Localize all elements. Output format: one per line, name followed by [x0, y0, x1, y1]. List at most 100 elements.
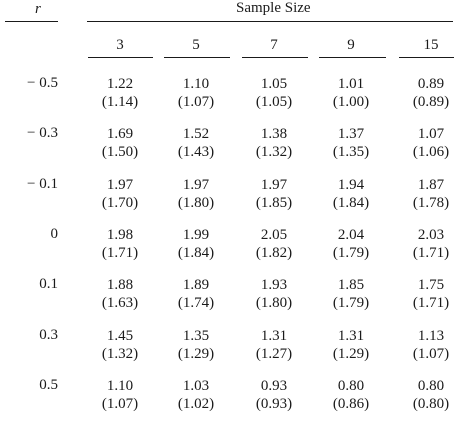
table-cell: 1.97 (1.70): [87, 176, 153, 212]
rule-under-col-15: [399, 57, 454, 58]
cell-paren-value: (1.29): [332, 346, 370, 362]
cell-value: 1.01: [337, 76, 365, 92]
cell-paren-value: (1.02): [177, 396, 215, 412]
cell-value: 1.52: [182, 126, 210, 142]
table-cell: 1.88 (1.63): [87, 276, 153, 312]
table-cell: 1.05 (1.05): [241, 75, 307, 111]
cell-value: 1.75: [417, 277, 445, 293]
cell-paren-value: (1.84): [332, 195, 370, 211]
table-cell: 1.31 (1.27): [241, 327, 307, 363]
cell-paren-value: (1.71): [412, 245, 450, 261]
cell-value: 1.98: [106, 227, 134, 243]
cell-paren-value: (1.06): [412, 144, 450, 160]
cell-value: 1.13: [417, 328, 445, 344]
table-cell: 1.98 (1.71): [87, 226, 153, 262]
cell-value: 1.31: [260, 328, 288, 344]
cell-value: 1.69: [106, 126, 134, 142]
col-header-7: 7: [270, 37, 278, 53]
cell-value: 1.93: [260, 277, 288, 293]
table-cell: 0.80 (0.80): [398, 377, 464, 413]
col-header-9: 9: [347, 37, 355, 53]
table-cell: 1.31 (1.29): [318, 327, 384, 363]
table-cell: 1.07 (1.06): [398, 125, 464, 161]
cell-paren-value: (1.29): [177, 346, 215, 362]
cell-value: 1.07: [417, 126, 445, 142]
cell-paren-value: (1.32): [255, 144, 293, 160]
cell-value: 1.05: [260, 76, 288, 92]
cell-paren-value: (1.71): [412, 295, 450, 311]
cell-value: 1.99: [182, 227, 210, 243]
row-label: − 0.1: [27, 176, 58, 192]
table-cell: 1.87 (1.78): [398, 176, 464, 212]
cell-paren-value: (1.85): [255, 195, 293, 211]
rule-under-col-7: [242, 57, 308, 58]
table-cell: 1.03 (1.02): [163, 377, 229, 413]
cell-value: 2.05: [260, 227, 288, 243]
cell-paren-value: (1.70): [101, 195, 139, 211]
cell-value: 1.10: [106, 378, 134, 394]
rule-under-sample-size: [87, 21, 453, 22]
cell-paren-value: (1.14): [101, 94, 139, 110]
table-cell: 1.22 (1.14): [87, 75, 153, 111]
table-cell: 1.85 (1.79): [318, 276, 384, 312]
row-label: 0: [50, 226, 59, 242]
cell-paren-value: (1.63): [101, 295, 139, 311]
col-header-3: 3: [116, 37, 124, 53]
cell-value: 2.04: [337, 227, 365, 243]
cell-paren-value: (1.84): [177, 245, 215, 261]
cell-paren-value: (1.35): [332, 144, 370, 160]
cell-value: 0.89: [417, 76, 445, 92]
table-cell: 0.93 (0.93): [241, 377, 307, 413]
cell-paren-value: (0.80): [412, 396, 450, 412]
cell-value: 1.22: [106, 76, 134, 92]
row-label: 0.1: [39, 276, 58, 292]
table-cell: 1.94 (1.84): [318, 176, 384, 212]
rule-under-col-3: [88, 57, 153, 58]
cell-paren-value: (1.43): [177, 144, 215, 160]
row-label: 0.3: [39, 327, 58, 343]
cell-paren-value: (1.79): [332, 245, 370, 261]
cell-value: 1.97: [106, 177, 134, 193]
table-cell: 1.99 (1.84): [163, 226, 229, 262]
cell-value: 0.80: [337, 378, 365, 394]
table-cell: 1.13 (1.07): [398, 327, 464, 363]
table-cell: 1.52 (1.43): [163, 125, 229, 161]
row-label: 0.5: [39, 377, 58, 393]
cell-paren-value: (1.00): [332, 94, 370, 110]
cell-value: 1.88: [106, 277, 134, 293]
table-cell: 2.05 (1.82): [241, 226, 307, 262]
table-cell: 1.97 (1.80): [163, 176, 229, 212]
cell-paren-value: (1.80): [177, 195, 215, 211]
cell-value: 1.45: [106, 328, 134, 344]
col-header-5: 5: [192, 37, 200, 53]
rule-under-col-5: [164, 57, 230, 58]
cell-value: 1.94: [337, 177, 365, 193]
col-header-15: 15: [423, 37, 439, 53]
cell-value: 1.35: [182, 328, 210, 344]
cell-paren-value: (1.50): [101, 144, 139, 160]
cell-value: 1.03: [182, 378, 210, 394]
cell-value: 0.80: [417, 378, 445, 394]
cell-paren-value: (1.78): [412, 195, 450, 211]
rule-under-r: [5, 21, 58, 22]
cell-value: 1.31: [337, 328, 365, 344]
cell-paren-value: (1.07): [101, 396, 139, 412]
table-cell: 1.35 (1.29): [163, 327, 229, 363]
cell-paren-value: (1.05): [255, 94, 293, 110]
cell-paren-value: (0.93): [255, 396, 293, 412]
row-label: − 0.5: [27, 75, 58, 91]
row-label: − 0.3: [27, 125, 58, 141]
table-cell: 1.75 (1.71): [398, 276, 464, 312]
cell-paren-value: (0.89): [412, 94, 450, 110]
table-cell: 1.10 (1.07): [87, 377, 153, 413]
cell-paren-value: (1.82): [255, 245, 293, 261]
table-cell: 0.80 (0.86): [318, 377, 384, 413]
cell-value: 0.93: [260, 378, 288, 394]
table-cell: 1.97 (1.85): [241, 176, 307, 212]
cell-paren-value: (1.74): [177, 295, 215, 311]
cell-value: 1.97: [182, 177, 210, 193]
table-cell: 1.01 (1.00): [318, 75, 384, 111]
cell-value: 1.10: [182, 76, 210, 92]
cell-paren-value: (1.71): [101, 245, 139, 261]
